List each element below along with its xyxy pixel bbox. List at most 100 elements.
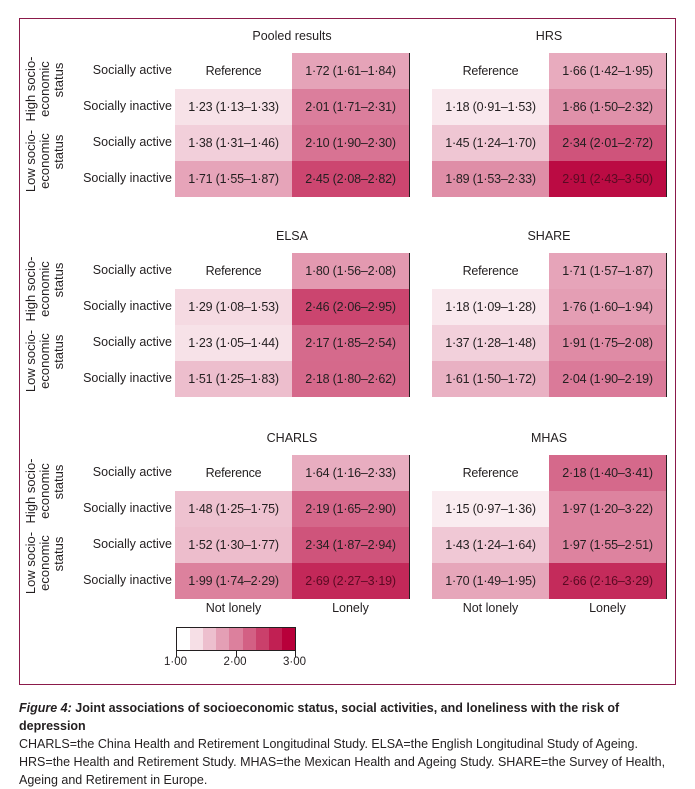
- heatmap-cell: 2·19 (1·65–2·90): [292, 491, 409, 528]
- heatmap-cell: 2·91 (2·43–3·50): [549, 161, 666, 197]
- heatmap-cell: Reference: [432, 53, 550, 90]
- legend-swatch: [203, 628, 217, 650]
- heatmap-cell: 1·66 (1·42–1·95): [549, 53, 666, 90]
- high-ses-label: High socio-economic status: [23, 256, 66, 322]
- heatmap-cell: 2·01 (1·71–2·31): [292, 89, 409, 126]
- legend-swatch: [281, 628, 295, 650]
- heatmap-cell: 1·29 (1·08–1·53): [175, 289, 293, 326]
- row-label: Socially active: [92, 537, 172, 551]
- row-label: Socially active: [92, 263, 172, 277]
- heatmap-cell: 1·71 (1·55–1·87): [175, 161, 293, 197]
- heatmap-cell: Reference: [175, 53, 293, 90]
- panel-title-elsa: ELSA: [276, 229, 308, 243]
- heatmap-cell: Reference: [432, 455, 550, 492]
- legend-tick-label: 2·00: [223, 656, 247, 668]
- legend-tick: [176, 651, 177, 657]
- panel-title-pooled-results: Pooled results: [252, 29, 332, 43]
- caption-figure-label: Figure 4:: [19, 701, 72, 715]
- heatmap-cell: Reference: [432, 253, 550, 290]
- heatmap-cell: 2·17 (1·85–2·54): [292, 325, 409, 362]
- heatmap-cell: 1·97 (1·55–2·51): [549, 527, 666, 564]
- legend-swatch: [255, 628, 269, 650]
- heatmap-cell: 1·89 (1·53–2·33): [432, 161, 550, 197]
- heatmap-grid-elsa: Reference 1·80 (1·56–2·08) 1·29 (1·08–1·53…: [175, 253, 410, 397]
- legend-tick: [235, 651, 237, 657]
- low-ses-label: Low socio-economic status: [23, 129, 66, 193]
- heatmap-grid-hrs: Reference 1·66 (1·42–1·95) 1·18 (0·91–1·53…: [432, 53, 667, 197]
- row-label: Socially active: [92, 465, 172, 479]
- legend-swatch: [190, 628, 204, 650]
- row-label: Socially active: [92, 63, 172, 77]
- heatmap-cell: 1·43 (1·24–1·64): [432, 527, 550, 564]
- heatmap-cell: 1·72 (1·61–1·84): [292, 53, 409, 90]
- legend-tick-label: 3·00: [283, 656, 307, 668]
- heatmap-cell: 2·46 (2·06–2·95): [292, 289, 409, 326]
- heatmap-cell: 1·91 (1·75–2·08): [549, 325, 666, 362]
- heatmap-cell: 1·15 (0·97–1·36): [432, 491, 550, 528]
- heatmap-grid-charls: Reference 1·64 (1·16–2·33) 1·48 (1·25–1·75…: [175, 455, 410, 599]
- panel-title-share: SHARE: [527, 229, 571, 243]
- heatmap-cell: Reference: [175, 455, 293, 492]
- heatmap-cell: 2·18 (1·80–2·62): [292, 361, 409, 397]
- low-ses-label: Low socio-economic status: [23, 329, 66, 393]
- panel-title-mhas: MHAS: [530, 431, 568, 445]
- high-ses-label: High socio-economic status: [23, 56, 66, 122]
- heatmap-grid-share: Reference 1·71 (1·57–1·87) 1·18 (1·09–1·28…: [432, 253, 667, 397]
- color-scale-legend: [176, 627, 296, 651]
- heatmap-cell: 1·45 (1·24–1·70): [432, 125, 550, 162]
- legend-swatch: [216, 628, 230, 650]
- legend-tick: [295, 651, 296, 657]
- heatmap-cell: 1·61 (1·50–1·72): [432, 361, 550, 397]
- row-label: Socially active: [92, 135, 172, 149]
- heatmap-cell: 1·51 (1·25–1·83): [175, 361, 293, 397]
- row-label: Socially inactive: [83, 501, 172, 515]
- legend-swatch: [268, 628, 282, 650]
- heatmap-cell: 1·64 (1·16–2·33): [292, 455, 409, 492]
- heatmap-cell: 1·23 (1·13–1·33): [175, 89, 293, 126]
- caption-title: Joint associations of socioeconomic stat…: [19, 701, 620, 733]
- heatmap-cell: 2·66 (2·16–3·29): [549, 563, 666, 599]
- heatmap-cell: 2·10 (1·90–2·30): [292, 125, 409, 162]
- figure-caption: Figure 4: Joint associations of socioeco…: [19, 699, 689, 789]
- heatmap-cell: 1·86 (1·50–2·32): [549, 89, 666, 126]
- heatmap-cell: 1·71 (1·57–1·87): [549, 253, 666, 290]
- heatmap-cell: 1·38 (1·31–1·46): [175, 125, 293, 162]
- heatmap-cell: 1·52 (1·30–1·77): [175, 527, 293, 564]
- heatmap-cell: 1·18 (1·09–1·28): [432, 289, 550, 326]
- row-label: Socially inactive: [83, 99, 172, 113]
- row-label: Socially active: [92, 335, 172, 349]
- heatmap-cell: 2·34 (2·01–2·72): [549, 125, 666, 162]
- heatmap-cell: 2·45 (2·08–2·82): [292, 161, 409, 197]
- heatmap-cell: 1·37 (1·28–1·48): [432, 325, 550, 362]
- heatmap-cell: 1·99 (1·74–2·29): [175, 563, 293, 599]
- heatmap-grid-mhas: Reference 2·18 (1·40–3·41) 1·15 (0·97–1·36…: [432, 455, 667, 599]
- heatmap-cell: 2·69 (2·27–3·19): [292, 563, 409, 599]
- panel-title-hrs: HRS: [535, 29, 563, 43]
- legend-swatch: [242, 628, 256, 650]
- row-label: Socially inactive: [83, 573, 172, 587]
- heatmap-cell: 2·04 (1·90–2·19): [549, 361, 666, 397]
- row-label: Socially inactive: [83, 371, 172, 385]
- legend-swatch: [177, 628, 191, 650]
- column-label: Not lonely: [205, 601, 262, 615]
- column-label: Lonely: [589, 601, 626, 615]
- caption-body: CHARLS=the China Health and Retirement L…: [19, 737, 666, 787]
- panel-title-charls: CHARLS: [266, 431, 318, 445]
- heatmap-cell: 1·80 (1·56–2·08): [292, 253, 409, 290]
- heatmap-cell: 2·34 (1·87–2·94): [292, 527, 409, 564]
- legend-tick-label: 1·00: [164, 656, 188, 668]
- heatmap-cell: 1·18 (0·91–1·53): [432, 89, 550, 126]
- figure-frame: [19, 18, 676, 685]
- heatmap-cell: 1·97 (1·20–3·22): [549, 491, 666, 528]
- column-label: Lonely: [332, 601, 369, 615]
- row-label: Socially inactive: [83, 171, 172, 185]
- low-ses-label: Low socio-economic status: [23, 531, 66, 595]
- column-label: Not lonely: [462, 601, 519, 615]
- row-label: Socially inactive: [83, 299, 172, 313]
- high-ses-label: High socio-economic status: [23, 458, 66, 524]
- legend-swatch: [229, 628, 243, 650]
- heatmap-cell: 1·48 (1·25–1·75): [175, 491, 293, 528]
- heatmap-cell: Reference: [175, 253, 293, 290]
- heatmap-cell: 1·23 (1·05–1·44): [175, 325, 293, 362]
- heatmap-grid-pooled-results: Reference 1·72 (1·61–1·84) 1·23 (1·13–1·33…: [175, 53, 410, 197]
